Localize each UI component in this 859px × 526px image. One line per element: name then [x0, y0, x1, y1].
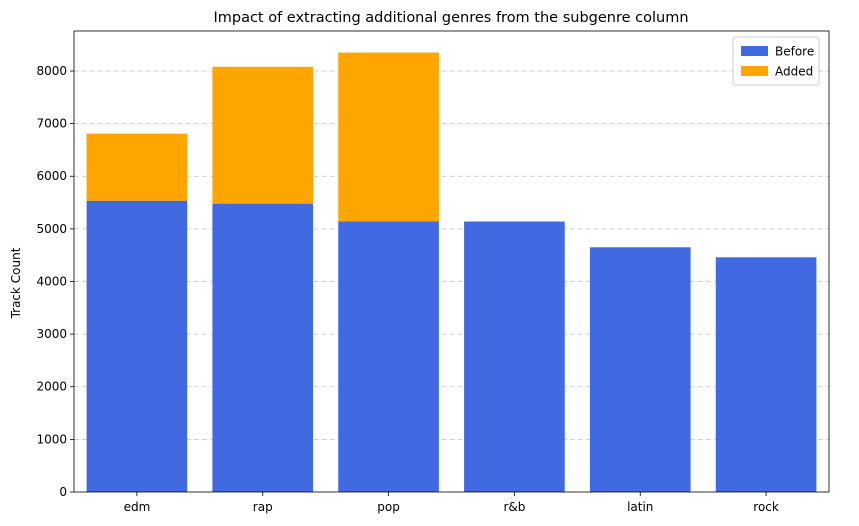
y-tick-label: 7000 [36, 117, 67, 131]
x-tick-label: rap [253, 500, 273, 514]
bar-added-edm [86, 133, 188, 201]
chart-title: Impact of extracting additional genres f… [213, 10, 688, 26]
x-tick-label: edm [124, 500, 151, 514]
grid-lines [74, 70, 829, 440]
bar-added-rap [212, 66, 314, 204]
axes: 0 1000 2000 3000 4000 5000 6000 7000 8000 edm rap p… [36, 30, 830, 514]
x-tick-label: latin [627, 500, 653, 514]
x-tick-label: pop [377, 500, 400, 514]
legend-swatch-added [741, 66, 768, 76]
bars [86, 52, 817, 492]
y-tick-label: 6000 [36, 169, 67, 183]
plot-frame [73, 30, 830, 493]
x-tick-label: r&b [503, 500, 525, 514]
legend-swatch-before [741, 46, 768, 56]
bar-before-latin [589, 247, 691, 492]
legend-label-before: Before [775, 45, 814, 59]
y-axis-label: Track Count [9, 247, 23, 319]
bar-before-edm [86, 200, 188, 492]
bar-before-rb [464, 221, 565, 492]
legend-label-added: Added [775, 65, 813, 79]
bar-before-pop [338, 221, 439, 492]
y-tick-label: 3000 [36, 327, 67, 341]
bar-added-pop [338, 52, 439, 222]
bar-before-rap [212, 203, 314, 492]
bar-before-rock [715, 257, 817, 492]
y-tick-label: 4000 [36, 274, 67, 288]
y-tick-label: 5000 [36, 222, 67, 236]
x-tick-label: rock [753, 500, 779, 514]
y-tick-label: 0 [59, 485, 67, 499]
y-tick-label: 8000 [36, 64, 67, 78]
y-tick-label: 2000 [36, 380, 67, 394]
y-tick-label: 1000 [36, 432, 67, 446]
legend: Before Added [732, 36, 820, 86]
